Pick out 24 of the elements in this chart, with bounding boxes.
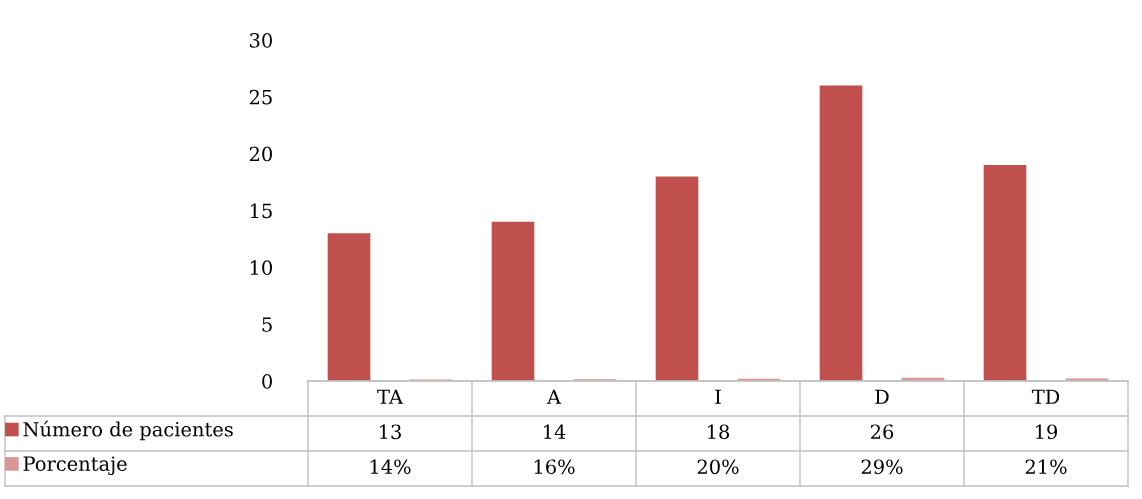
y-tick-label: 10 [250, 260, 272, 275]
data-label: 26 [870, 424, 894, 440]
y-tick-label: 25 [249, 89, 272, 105]
data-label: 19 [1036, 424, 1058, 440]
x-tick-label: TD [1031, 389, 1060, 404]
data-label: 16% [534, 459, 575, 475]
x-tick-label: I [715, 389, 721, 404]
legend-label: Número de pacientes [23, 420, 233, 441]
data-label: 21% [1025, 459, 1067, 475]
data-label: 18 [708, 424, 730, 440]
x-tick-label: A [546, 389, 562, 404]
legend-label: Porcentaje [23, 456, 127, 476]
data-label: 13 [380, 424, 401, 440]
y-tick-label: 15 [250, 203, 272, 219]
y-tick-label: 30 [250, 32, 272, 48]
y-tick-label: 5 [262, 317, 272, 332]
x-tick-label: TA [377, 389, 404, 404]
data-label: 29% [861, 459, 903, 475]
data-label: 20% [697, 459, 739, 475]
data-label: 14% [370, 459, 411, 475]
x-tick-label: D [875, 389, 889, 404]
y-tick-label: 0 [262, 373, 272, 389]
data-label: 14 [544, 424, 566, 439]
y-tick-label: 20 [249, 146, 272, 162]
